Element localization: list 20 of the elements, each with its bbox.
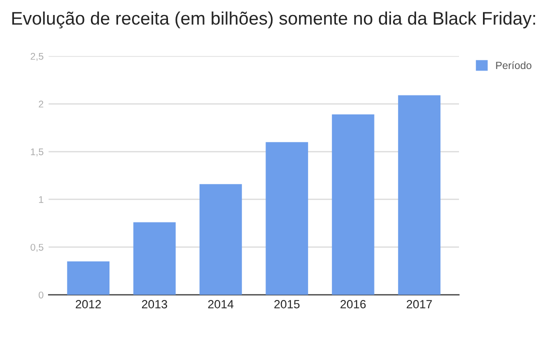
chart-title: Evolução de receita (em bilhões) somente no dia da Black Friday:: [12, 11, 536, 28]
x-tick-label: 2015: [274, 300, 300, 308]
y-tick-label: 0: [38, 292, 44, 298]
x-tick-label: 2012: [76, 300, 101, 308]
bar: [67, 261, 110, 295]
bar: [200, 184, 242, 295]
x-tick-label: 2016: [340, 300, 366, 308]
bar: [398, 95, 440, 295]
legend-label: Período: [496, 61, 532, 70]
x-tick-label: 2014: [208, 300, 234, 308]
y-tick-label: 0,5: [30, 244, 44, 252]
y-tick-label: 1,5: [30, 148, 44, 156]
y-tick-label: 1: [39, 196, 44, 203]
y-tick-label: 2,5: [30, 52, 44, 61]
y-tick-label: 2: [38, 100, 44, 108]
bar: [266, 142, 308, 295]
x-tick-label: 2017: [406, 300, 432, 308]
bar: [332, 114, 374, 295]
bar: [133, 222, 176, 295]
x-tick-label: 2013: [142, 300, 168, 308]
